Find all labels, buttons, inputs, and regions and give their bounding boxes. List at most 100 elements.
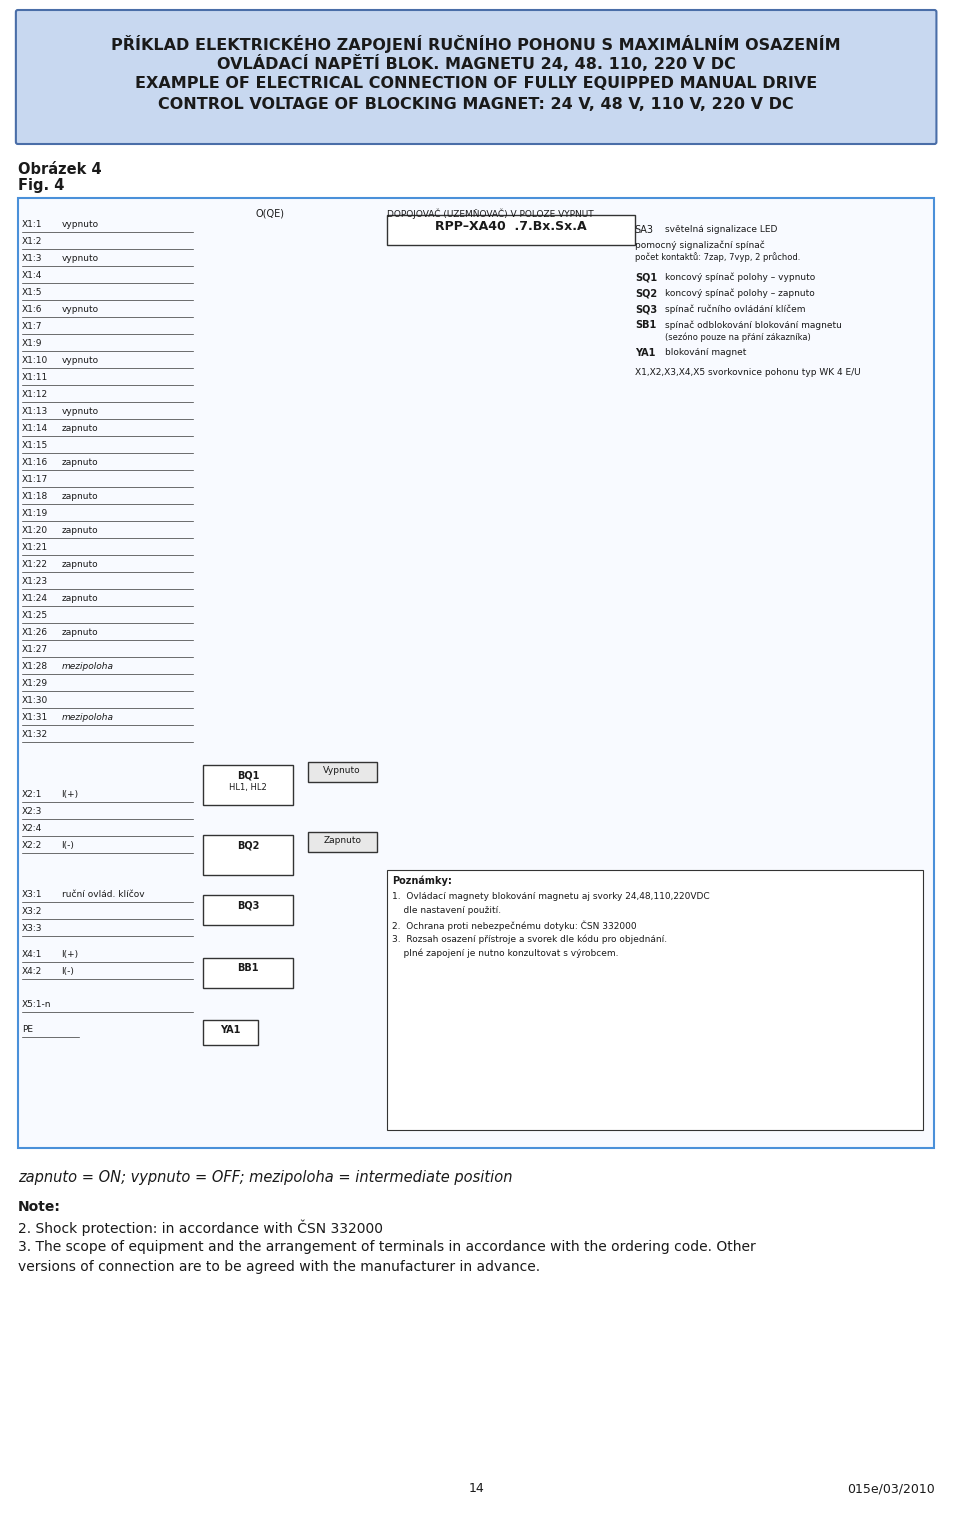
Text: X4:1: X4:1 xyxy=(22,950,42,959)
Text: 3. The scope of equipment and the arrangement of terminals in accordance with th: 3. The scope of equipment and the arrang… xyxy=(18,1240,756,1253)
Text: X1:10: X1:10 xyxy=(22,356,48,366)
Text: X2:2: X2:2 xyxy=(22,841,42,850)
Text: X1:20: X1:20 xyxy=(22,525,48,535)
Text: spínač odblokování blokování magnetu: spínač odblokování blokování magnetu xyxy=(664,320,842,329)
Text: pomocný signalizační spínač: pomocný signalizační spínač xyxy=(635,241,764,250)
Text: X1:12: X1:12 xyxy=(22,390,48,399)
Text: X1:32: X1:32 xyxy=(22,730,48,739)
Text: X1:9: X1:9 xyxy=(22,340,42,347)
Text: X1:29: X1:29 xyxy=(22,679,48,688)
Bar xyxy=(387,215,635,245)
Text: koncový spínač polohy – vypnuto: koncový spínač polohy – vypnuto xyxy=(664,273,815,282)
Bar xyxy=(387,870,923,1130)
Text: X3:3: X3:3 xyxy=(22,924,42,934)
Text: X1:28: X1:28 xyxy=(22,663,48,672)
Text: X1:17: X1:17 xyxy=(22,475,48,484)
Text: X1:21: X1:21 xyxy=(22,544,48,551)
Text: SQ1: SQ1 xyxy=(635,273,657,282)
Text: X1:1: X1:1 xyxy=(22,219,42,228)
Text: X1:11: X1:11 xyxy=(22,373,48,382)
Text: BQ2: BQ2 xyxy=(237,841,259,850)
Text: Zapnuto: Zapnuto xyxy=(324,836,361,844)
Text: SA3: SA3 xyxy=(635,225,654,235)
Text: X1:16: X1:16 xyxy=(22,458,48,468)
Text: Vypnuto: Vypnuto xyxy=(324,766,361,775)
Text: BB1: BB1 xyxy=(237,963,259,973)
Text: 2.  Ochrana proti nebezpečnému dotyku: ČSN 332000: 2. Ochrana proti nebezpečnému dotyku: ČS… xyxy=(392,920,636,931)
Text: PŘÍKLAD ELEKTRICKÉHO ZAPOJENÍ RUČNÍHO POHONU S MAXIMÁLNÍM OSAZENÍM: PŘÍKLAD ELEKTRICKÉHO ZAPOJENÍ RUČNÍHO PO… xyxy=(111,35,841,53)
Text: O(QE): O(QE) xyxy=(256,209,285,218)
Text: X2:3: X2:3 xyxy=(22,807,42,816)
Text: 015e/03/2010: 015e/03/2010 xyxy=(847,1482,934,1496)
Text: X1:6: X1:6 xyxy=(22,305,42,314)
Text: X1:30: X1:30 xyxy=(22,696,48,705)
Text: I(-): I(-) xyxy=(61,841,74,850)
Text: zapnuto: zapnuto xyxy=(61,423,98,433)
Text: zapnuto: zapnuto xyxy=(61,458,98,468)
Text: YA1: YA1 xyxy=(635,347,656,358)
Text: X1:27: X1:27 xyxy=(22,646,48,653)
Text: 3.  Rozsah osazení přístroje a svorek dle kódu pro objednání.: 3. Rozsah osazení přístroje a svorek dle… xyxy=(392,934,667,944)
Text: X1:18: X1:18 xyxy=(22,492,48,501)
Text: X1:3: X1:3 xyxy=(22,254,42,263)
Text: X1:19: X1:19 xyxy=(22,509,48,518)
Text: SB1: SB1 xyxy=(635,320,656,330)
Text: X1:7: X1:7 xyxy=(22,321,42,330)
Text: plné zapojení je nutno konzultovat s výrobcem.: plné zapojení je nutno konzultovat s výr… xyxy=(392,947,618,958)
Text: X1,X2,X3,X4,X5 svorkovnice pohonu typ WK 4 E/U: X1,X2,X3,X4,X5 svorkovnice pohonu typ WK… xyxy=(635,369,860,378)
Text: vypnuto: vypnuto xyxy=(61,407,99,416)
Text: X1:5: X1:5 xyxy=(22,288,42,297)
Text: zapnuto = ON; vypnuto = OFF; mezipoloha = intermediate position: zapnuto = ON; vypnuto = OFF; mezipoloha … xyxy=(18,1170,513,1185)
Text: X1:15: X1:15 xyxy=(22,442,48,449)
Text: OVLÁDACÍ NAPĚTÍ BLOK. MAGNETU 24, 48. 110, 220 V DC: OVLÁDACÍ NAPĚTÍ BLOK. MAGNETU 24, 48. 11… xyxy=(217,55,735,72)
Text: X2:1: X2:1 xyxy=(22,790,42,800)
Text: versions of connection are to be agreed with the manufacturer in advance.: versions of connection are to be agreed … xyxy=(18,1260,540,1275)
Text: EXAMPLE OF ELECTRICAL CONNECTION OF FULLY EQUIPPED MANUAL DRIVE: EXAMPLE OF ELECTRICAL CONNECTION OF FULL… xyxy=(135,76,817,91)
Text: X2:4: X2:4 xyxy=(22,824,42,833)
Bar xyxy=(307,762,377,781)
Text: X1:26: X1:26 xyxy=(22,627,48,637)
Text: X3:2: X3:2 xyxy=(22,908,42,915)
Text: X1:23: X1:23 xyxy=(22,577,48,586)
Text: X1:31: X1:31 xyxy=(22,713,48,722)
Text: mezipoloha: mezipoloha xyxy=(61,713,113,722)
Text: X1:24: X1:24 xyxy=(22,594,48,603)
Text: X5:1-n: X5:1-n xyxy=(22,1001,51,1010)
Bar xyxy=(204,835,293,876)
Text: zapnuto: zapnuto xyxy=(61,560,98,570)
Text: SQ3: SQ3 xyxy=(635,305,657,314)
Text: dle nastavení použití.: dle nastavení použití. xyxy=(392,906,501,915)
Text: HL1, HL2: HL1, HL2 xyxy=(229,783,267,792)
Text: YA1: YA1 xyxy=(220,1025,240,1036)
Text: koncový spínač polohy – zapnuto: koncový spínač polohy – zapnuto xyxy=(664,288,814,297)
Text: Fig. 4: Fig. 4 xyxy=(18,178,64,193)
Text: BQ1: BQ1 xyxy=(237,771,259,780)
Text: vypnuto: vypnuto xyxy=(61,356,99,366)
Text: I(+): I(+) xyxy=(61,790,79,800)
Text: (sezóno pouze na přání zákazníka): (sezóno pouze na přání zákazníka) xyxy=(664,332,810,341)
Text: světelná signalizace LED: světelná signalizace LED xyxy=(664,225,777,235)
Text: mezipoloha: mezipoloha xyxy=(61,663,113,672)
Text: blokování magnet: blokování magnet xyxy=(664,347,746,356)
Text: 1.  Ovládací magnety blokování magnetu aj svorky 24,48,110,220VDC: 1. Ovládací magnety blokování magnetu aj… xyxy=(392,892,709,902)
Text: X1:22: X1:22 xyxy=(22,560,48,570)
Text: zapnuto: zapnuto xyxy=(61,492,98,501)
Text: 14: 14 xyxy=(468,1482,484,1496)
Bar xyxy=(204,1020,258,1045)
Text: X1:13: X1:13 xyxy=(22,407,48,416)
Text: X4:2: X4:2 xyxy=(22,967,42,976)
Text: zapnuto: zapnuto xyxy=(61,525,98,535)
Text: spínač ručního ovládání klíčem: spínač ručního ovládání klíčem xyxy=(664,305,805,314)
Text: X1:25: X1:25 xyxy=(22,611,48,620)
Text: 2. Shock protection: in accordance with ČSN 332000: 2. Shock protection: in accordance with … xyxy=(18,1220,383,1237)
Text: Obrázek 4: Obrázek 4 xyxy=(18,161,102,177)
Bar xyxy=(204,765,293,806)
Text: X1:14: X1:14 xyxy=(22,423,48,433)
Text: X1:4: X1:4 xyxy=(22,271,42,280)
Text: BQ3: BQ3 xyxy=(237,900,259,911)
Text: vypnuto: vypnuto xyxy=(61,254,99,263)
Text: Note:: Note: xyxy=(18,1200,60,1214)
Text: zapnuto: zapnuto xyxy=(61,627,98,637)
Text: SQ2: SQ2 xyxy=(635,288,657,299)
Text: PE: PE xyxy=(22,1025,33,1034)
